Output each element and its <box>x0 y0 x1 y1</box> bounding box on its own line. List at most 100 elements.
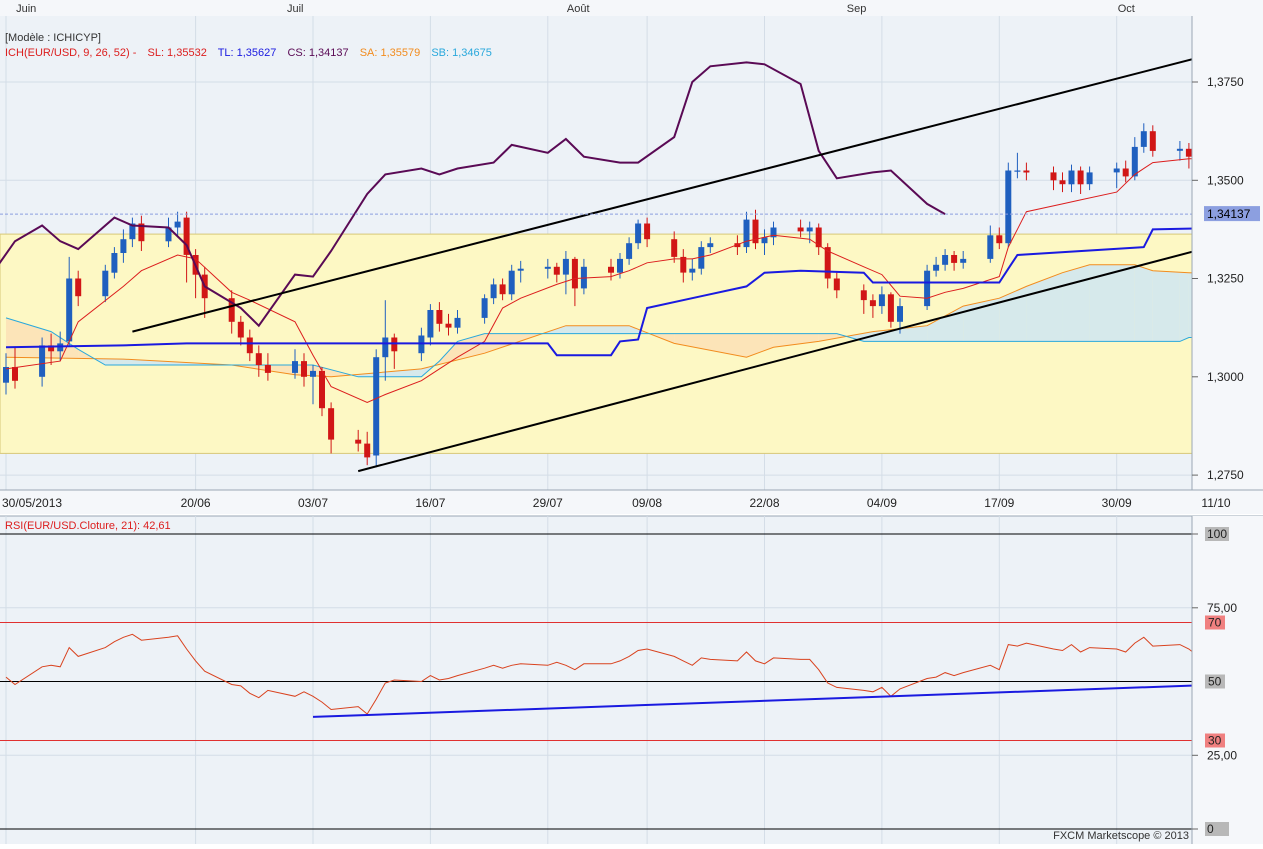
rsi-level-box <box>1205 615 1225 630</box>
date-tick-label: 04/09 <box>867 496 897 510</box>
candle-body <box>635 223 642 244</box>
rsi-grid <box>0 516 1217 844</box>
legend-tl: TL: 1,35627 <box>218 47 277 59</box>
legend-sa: SA: 1,35579 <box>360 47 421 59</box>
current-price-tag-label: 1,34137 <box>1207 207 1251 221</box>
rsi-trend-line <box>312 682 1263 718</box>
candle-body <box>707 243 714 248</box>
cloud-segment <box>773 333 819 348</box>
candle-body <box>490 284 497 299</box>
candle-body <box>689 268 696 273</box>
rsi-tick-box <box>1205 822 1229 836</box>
candle-body <box>12 367 18 381</box>
candle-body <box>3 367 9 383</box>
candle-body <box>1122 168 1129 177</box>
rsi-axis-background <box>1192 516 1263 844</box>
candle-body <box>1086 172 1093 185</box>
legend-ich: ICH(EUR/USD, 9, 26, 52) - <box>5 47 137 59</box>
candle-body <box>987 235 994 259</box>
month-label: Juin <box>16 3 36 15</box>
cloud-segment <box>439 341 458 365</box>
candle-body <box>815 227 822 248</box>
rsi-level-label: 50 <box>1208 675 1222 689</box>
candle-body <box>102 270 109 297</box>
kijun-sen-line <box>5 207 1263 357</box>
candle-body <box>698 247 705 269</box>
candle-body <box>806 227 813 232</box>
candle-body <box>671 239 678 257</box>
current-price-tag-box <box>1204 206 1260 222</box>
candle-body <box>373 357 380 456</box>
price-tick-label: 1,3750 <box>1207 75 1244 89</box>
cloud-segment <box>565 325 630 334</box>
candle-body <box>680 256 687 273</box>
rsi-axis-ticks: 100 75,00 25,00 0 30 50 70 <box>1192 527 1237 836</box>
cloud-segment <box>1152 270 1180 342</box>
senkou-span-b-line <box>5 317 1263 378</box>
watermark: FXCM Marketscope © 2013 <box>1053 830 1189 842</box>
candle-body <box>1023 170 1030 173</box>
candle-body <box>617 258 623 273</box>
candle-body <box>951 255 958 263</box>
indicator-legend: ICH(EUR/USD, 9, 26, 52) - SL: 1,35532 TL… <box>5 47 492 59</box>
candle-body <box>228 298 235 322</box>
date-axis-background <box>0 490 1263 514</box>
candle-body <box>454 317 461 328</box>
candle-body <box>1014 170 1021 172</box>
cloud-segment <box>818 333 837 342</box>
model-label: [Modèle : ICHICYP] <box>5 32 101 44</box>
rsi-level-box <box>1205 674 1225 689</box>
candle-body <box>445 323 452 328</box>
price-trend-line <box>132 40 1263 333</box>
candle-body <box>517 268 524 271</box>
rsi-level-box <box>1205 733 1225 748</box>
cloud-segment <box>51 331 79 359</box>
candle-body <box>129 223 136 240</box>
candle-body <box>310 370 316 377</box>
senkou-span-a-line <box>5 264 1263 378</box>
candle-body <box>481 298 488 318</box>
rsi-level-label: 30 <box>1208 734 1222 748</box>
candle-body <box>66 278 73 342</box>
candle-body <box>571 258 578 289</box>
candle-body <box>644 223 651 240</box>
cloud-segment <box>1089 264 1135 342</box>
cloud-segment <box>746 333 774 358</box>
candle-body <box>364 443 371 458</box>
candle-body <box>1077 170 1084 185</box>
ichimoku-lines <box>0 61 1263 403</box>
date-tick-label: 11/10 <box>1201 496 1230 510</box>
candle-body <box>328 408 335 440</box>
candle-body <box>824 247 831 279</box>
candle-body <box>860 290 867 301</box>
candle-body <box>761 237 768 244</box>
rsi-legend: RSI(EUR/USD.Cloture, 21): 42,61 <box>5 520 171 532</box>
tenkan-sen-line <box>5 149 1263 403</box>
rsi-tick-box <box>1205 527 1229 541</box>
candle-body <box>1068 170 1075 185</box>
candle-body <box>165 227 172 242</box>
cloud-segment <box>674 333 747 358</box>
candle-body <box>48 345 55 352</box>
cloud-segment <box>1062 264 1090 342</box>
rsi-tick-label: 25,00 <box>1207 748 1237 762</box>
candle-body <box>1113 168 1120 173</box>
candle-body <box>1050 172 1057 181</box>
candle-body <box>996 235 1003 244</box>
candle-body <box>264 365 271 373</box>
yellow-zone <box>0 233 1263 454</box>
month-label: Sep <box>847 3 867 15</box>
candle-body <box>255 353 262 365</box>
legend-sb: SB: 1,34675 <box>431 47 492 59</box>
month-strip <box>0 0 1263 16</box>
date-tick-label: 16/07 <box>415 496 445 510</box>
candle-body <box>553 266 560 275</box>
date-tick-label: 20/06 <box>181 496 211 510</box>
candle-body <box>427 310 434 338</box>
candle-body <box>436 310 443 324</box>
candle-body <box>183 217 190 255</box>
candle-body <box>933 264 940 271</box>
candle-body <box>1131 146 1138 177</box>
candle-body <box>1059 180 1066 185</box>
